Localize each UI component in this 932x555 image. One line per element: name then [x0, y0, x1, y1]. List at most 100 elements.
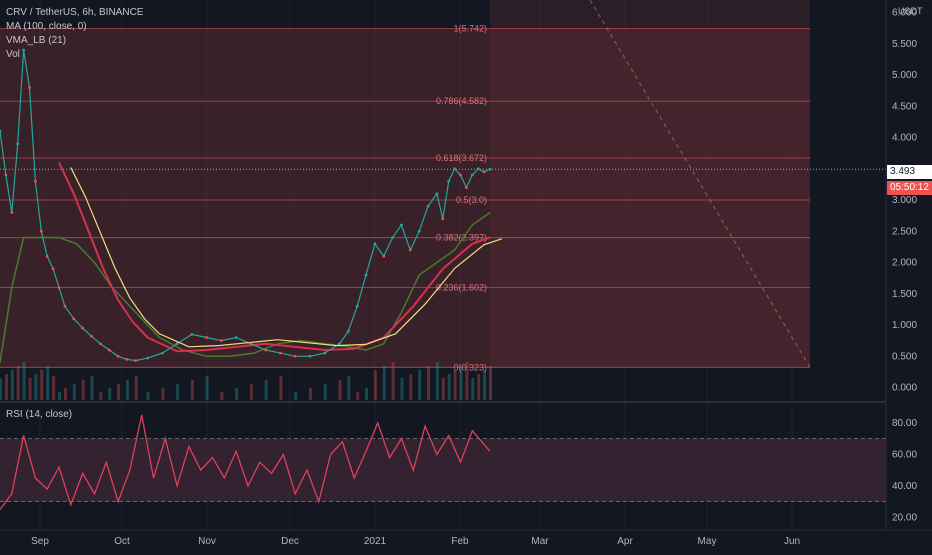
close-point-4[interactable] [22, 48, 26, 52]
close-point-11[interactable] [63, 304, 67, 308]
y-tick-0: 0.000 [892, 383, 917, 394]
y-tick-5: 2.500 [892, 226, 917, 237]
close-point-32[interactable] [323, 351, 327, 355]
close-point-0[interactable] [0, 129, 2, 133]
close-point-30[interactable] [293, 354, 297, 358]
close-point-2[interactable] [10, 211, 14, 214]
volume-bar-35 [356, 392, 360, 400]
close-point-14[interactable] [90, 334, 93, 338]
x-tick-6: Mar [531, 536, 549, 547]
close-point-42[interactable] [417, 229, 421, 233]
close-point-35[interactable] [355, 304, 359, 308]
close-point-13[interactable] [81, 326, 85, 330]
close-point-12[interactable] [72, 317, 76, 321]
series-vma-line[interactable] [0, 211, 491, 363]
close-point-1[interactable] [4, 173, 8, 177]
fib-label-0: 0(0.323) [453, 362, 487, 372]
x-tick-0: Sep [31, 536, 49, 547]
fib-label-0.236: 0.236(1.602) [436, 282, 487, 292]
close-point-34[interactable] [346, 329, 350, 333]
close-point-27[interactable] [249, 342, 253, 346]
series-close[interactable] [0, 49, 491, 362]
x-tick-9: Jun [784, 536, 800, 547]
volume-bar-17 [117, 384, 121, 400]
series-rsi[interactable] [0, 414, 491, 510]
close-point-40[interactable] [400, 223, 403, 227]
close-point-20[interactable] [146, 356, 149, 360]
close-point-10[interactable] [57, 286, 61, 289]
volume-bar-49 [465, 362, 469, 400]
close-point-15[interactable] [98, 342, 102, 346]
rsi-y-tick-1: 40.00 [892, 481, 917, 492]
close-point-33[interactable] [338, 342, 341, 346]
price-axis-unit: USDT [898, 6, 923, 16]
volume-bar-50 [471, 378, 475, 400]
close-point-36[interactable] [364, 273, 368, 277]
close-point-52[interactable] [482, 170, 486, 174]
x-tick-4: 2021 [364, 536, 387, 547]
close-point-43[interactable] [426, 204, 430, 208]
close-point-7[interactable] [39, 229, 43, 233]
close-point-17[interactable] [116, 354, 120, 358]
fib-label-1: 1(5.742) [453, 24, 487, 34]
close-point-8[interactable] [45, 254, 49, 258]
volume-bar-19 [134, 376, 138, 400]
close-point-48[interactable] [459, 173, 462, 177]
close-point-21[interactable] [160, 351, 164, 355]
close-point-25[interactable] [219, 339, 223, 343]
close-point-47[interactable] [453, 167, 456, 171]
volume-bar-47 [453, 370, 457, 400]
close-point-51[interactable] [476, 167, 480, 171]
close-point-38[interactable] [382, 254, 386, 258]
close-point-37[interactable] [373, 242, 377, 246]
close-point-18[interactable] [125, 357, 129, 361]
volume-bar-7 [40, 370, 44, 400]
close-point-29[interactable] [279, 351, 282, 355]
close-point-28[interactable] [264, 348, 268, 352]
series-ma[interactable] [58, 162, 491, 353]
close-point-6[interactable] [34, 179, 37, 183]
close-point-44[interactable] [435, 192, 439, 196]
close-point-3[interactable] [16, 142, 20, 146]
close-point-23[interactable] [190, 332, 194, 336]
close-point-5[interactable] [28, 86, 31, 89]
volume-bar-34 [347, 376, 351, 400]
volume-bar-24 [205, 376, 209, 400]
close-point-19[interactable] [134, 359, 138, 363]
close-point-26[interactable] [234, 336, 238, 339]
volume-bar-25 [220, 392, 224, 400]
close-point-50[interactable] [470, 173, 474, 177]
close-point-39[interactable] [391, 236, 394, 239]
close-point-49[interactable] [464, 186, 468, 189]
rsi-legend[interactable]: RSI (14, close) [6, 409, 73, 420]
close-point-46[interactable] [447, 179, 451, 183]
close-point-41[interactable] [408, 248, 412, 252]
fib-label-0.382: 0.382(2.397) [436, 233, 487, 243]
close-point-45[interactable] [441, 217, 445, 221]
volume-bar-13 [81, 380, 85, 400]
close-point-53[interactable] [488, 167, 492, 171]
volume-bar-39 [391, 362, 395, 400]
volume-bar-21 [161, 388, 165, 400]
y-tick-8: 4.000 [892, 133, 917, 144]
volume-bar-31 [308, 388, 312, 400]
volume-bar-26 [235, 388, 239, 400]
volume-bar-43 [427, 366, 431, 400]
volume-bar-11 [63, 388, 67, 400]
close-point-16[interactable] [107, 348, 111, 352]
volume-bar-30 [294, 392, 298, 400]
y-tick-11: 5.500 [892, 39, 917, 50]
series-vma[interactable] [70, 167, 502, 348]
close-point-9[interactable] [51, 267, 55, 271]
volume-bar-29 [279, 376, 283, 400]
close-point-22[interactable] [175, 342, 179, 346]
y-tick-6: 3.000 [892, 195, 917, 206]
volume-bar-3 [16, 366, 20, 400]
close-point-24[interactable] [205, 336, 209, 339]
volume-bar-38 [382, 366, 386, 400]
x-tick-8: May [698, 536, 717, 547]
fib-label-0.618: 0.618(3.672) [436, 153, 487, 163]
close-point-31[interactable] [308, 354, 312, 358]
